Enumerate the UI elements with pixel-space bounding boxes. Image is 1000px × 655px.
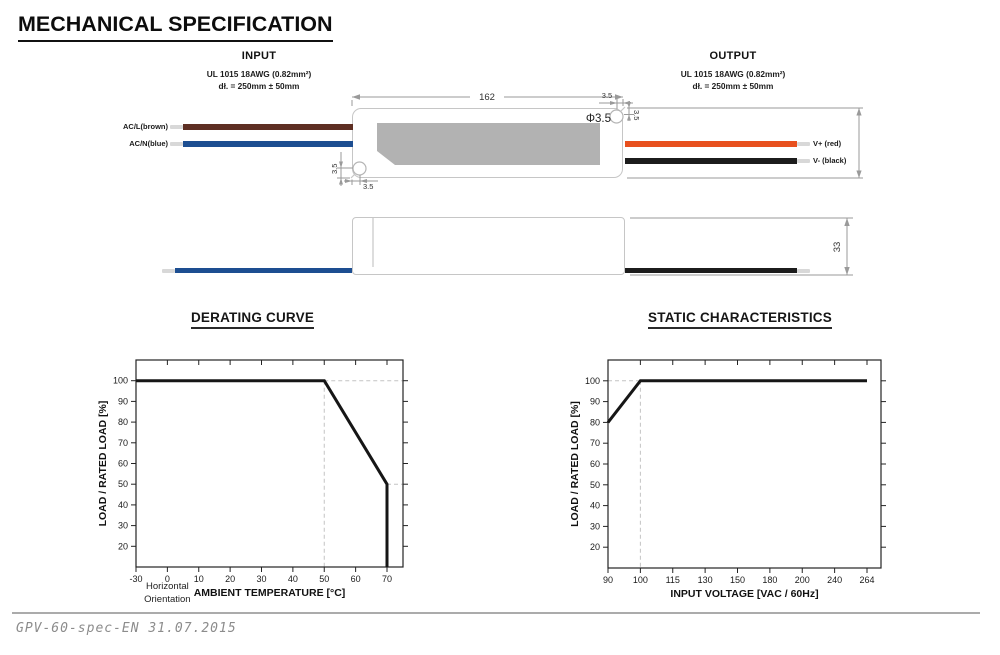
svg-text:90: 90 bbox=[603, 575, 613, 585]
footer-divider bbox=[12, 612, 980, 614]
svg-text:20: 20 bbox=[118, 541, 128, 551]
wire-label-ac-neutral: AC/N(blue) bbox=[129, 139, 168, 148]
wire-tip bbox=[797, 159, 810, 163]
plot-area bbox=[135, 359, 404, 568]
enclosure-side-view bbox=[352, 217, 625, 275]
axis-ticks bbox=[603, 360, 886, 573]
page-title: MECHANICAL SPECIFICATION bbox=[18, 12, 333, 42]
svg-text:115: 115 bbox=[666, 575, 680, 585]
wire-tip bbox=[162, 269, 175, 273]
svg-text:240: 240 bbox=[827, 575, 842, 585]
load-vs-input-voltage bbox=[606, 379, 867, 424]
svg-text:70: 70 bbox=[382, 574, 392, 584]
svg-text:30: 30 bbox=[118, 521, 128, 531]
tick-labels: 90 100 115 130 150 180 200 240 264 20 30 40 50 60 70 80… bbox=[585, 376, 875, 585]
dim-hole-offset-top-v: 3.5 bbox=[632, 110, 641, 120]
svg-text:60: 60 bbox=[351, 574, 361, 584]
height-dimension: 33 bbox=[630, 217, 853, 276]
output-section: OUTPUT UL 1015 18AWG (0.82mm²) dł. = 250… bbox=[658, 50, 808, 92]
derating-curve-chart: -30 0 10 20 30 40 50 60 70 20 30 40 50 60 70 80 90 100 AMB… bbox=[97, 359, 408, 605]
wire-ac-neutral bbox=[183, 141, 353, 147]
svg-text:50: 50 bbox=[319, 574, 329, 584]
guide-lines bbox=[323, 380, 403, 567]
wire-ac-line bbox=[183, 124, 353, 130]
svg-text:40: 40 bbox=[288, 574, 298, 584]
wire-v-minus bbox=[625, 158, 797, 164]
output-wire-spec: UL 1015 18AWG (0.82mm²) bbox=[680, 69, 786, 79]
axis-ticks bbox=[131, 360, 408, 572]
svg-text:100: 100 bbox=[633, 575, 648, 585]
svg-text:80: 80 bbox=[118, 417, 128, 427]
svg-text:0: 0 bbox=[165, 574, 170, 584]
svg-text:130: 130 bbox=[698, 575, 713, 585]
x-axis-title: INPUT VOLTAGE [VAC / 60Hz] bbox=[670, 588, 818, 600]
input-section-title: INPUT bbox=[241, 50, 277, 62]
svg-text:70: 70 bbox=[118, 438, 128, 448]
static-characteristics-chart: 90 100 115 130 150 180 200 240 264 20 30 40 50 60 70 80… bbox=[569, 359, 886, 600]
y-axis-title: LOAD / RATED LOAD [%] bbox=[569, 401, 581, 527]
svg-text:100: 100 bbox=[113, 376, 128, 386]
dim-hole-offset-bottom-v: 3.5 bbox=[330, 164, 339, 174]
wire-tip bbox=[797, 142, 810, 146]
static-characteristics-heading-text: STATIC CHARACTERISTICS bbox=[648, 310, 832, 329]
wire-label-ac-line: AC/L(brown) bbox=[123, 122, 168, 131]
svg-text:30: 30 bbox=[590, 521, 600, 531]
plot-area bbox=[607, 359, 882, 569]
input-wire-spec: UL 1015 18AWG (0.82mm²) bbox=[206, 69, 312, 79]
derating-curve-heading-text: DERATING CURVE bbox=[190, 310, 315, 329]
y-axis-title: LOAD / RATED LOAD [%] bbox=[97, 401, 109, 527]
svg-text:90: 90 bbox=[118, 396, 128, 406]
svg-text:150: 150 bbox=[730, 575, 745, 585]
x-axis-title: AMBIENT TEMPERATURE [°C] bbox=[194, 587, 346, 599]
chart-note: Horizontal bbox=[146, 581, 189, 592]
length-dimension: 162 bbox=[351, 89, 624, 106]
output-wire-length: dł. = 250mm ± 50mm bbox=[692, 80, 774, 91]
dim-side-height: 33 bbox=[832, 242, 843, 253]
wire-tip bbox=[170, 142, 183, 146]
chart-note: Orientation bbox=[144, 594, 190, 605]
svg-text:70: 70 bbox=[590, 438, 600, 448]
wire-tip bbox=[797, 269, 810, 273]
tick-labels: -30 0 10 20 30 40 50 60 70 20 30 40 50 60 70 80 90 100 bbox=[113, 376, 392, 584]
guide-lines bbox=[608, 380, 641, 568]
dim-length-label: 162 bbox=[479, 92, 495, 103]
dim-hole-offset-bottom-h: 3.5 bbox=[363, 182, 373, 191]
wire-tip bbox=[170, 125, 183, 129]
svg-text:200: 200 bbox=[795, 575, 810, 585]
svg-text:60: 60 bbox=[590, 459, 600, 469]
svg-text:40: 40 bbox=[590, 501, 600, 511]
static-characteristics-heading: STATIC CHARACTERISTICS bbox=[608, 309, 872, 329]
svg-text:100: 100 bbox=[585, 376, 600, 386]
svg-text:50: 50 bbox=[590, 480, 600, 490]
input-section: INPUT UL 1015 18AWG (0.82mm²) dł. = 250m… bbox=[184, 50, 334, 92]
wire-v-plus bbox=[625, 141, 797, 147]
input-wire-length: dł. = 250mm ± 50mm bbox=[218, 80, 300, 91]
dim-hole-offset-top-h: 3.5 bbox=[602, 91, 612, 100]
wire-ac-side bbox=[175, 268, 352, 273]
svg-text:80: 80 bbox=[590, 417, 600, 427]
svg-text:180: 180 bbox=[762, 575, 777, 585]
svg-text:30: 30 bbox=[256, 574, 266, 584]
footer-document-id: GPV-60-spec-EN 31.07.2015 bbox=[16, 621, 237, 636]
load-vs-temperature bbox=[136, 379, 389, 567]
product-label-panel bbox=[377, 123, 600, 165]
wire-dc-side bbox=[625, 268, 797, 273]
svg-text:10: 10 bbox=[194, 574, 204, 584]
svg-text:-30: -30 bbox=[129, 574, 142, 584]
wire-label-v-minus: V- (black) bbox=[813, 156, 847, 165]
svg-text:40: 40 bbox=[118, 500, 128, 510]
svg-text:50: 50 bbox=[118, 479, 128, 489]
svg-text:20: 20 bbox=[590, 542, 600, 552]
wire-label-v-plus: V+ (red) bbox=[813, 139, 842, 148]
svg-text:60: 60 bbox=[118, 459, 128, 469]
output-section-title: OUTPUT bbox=[709, 50, 757, 62]
svg-text:90: 90 bbox=[590, 397, 600, 407]
svg-text:20: 20 bbox=[225, 574, 235, 584]
derating-curve-heading: DERATING CURVE bbox=[140, 309, 365, 329]
svg-text:264: 264 bbox=[859, 575, 874, 585]
